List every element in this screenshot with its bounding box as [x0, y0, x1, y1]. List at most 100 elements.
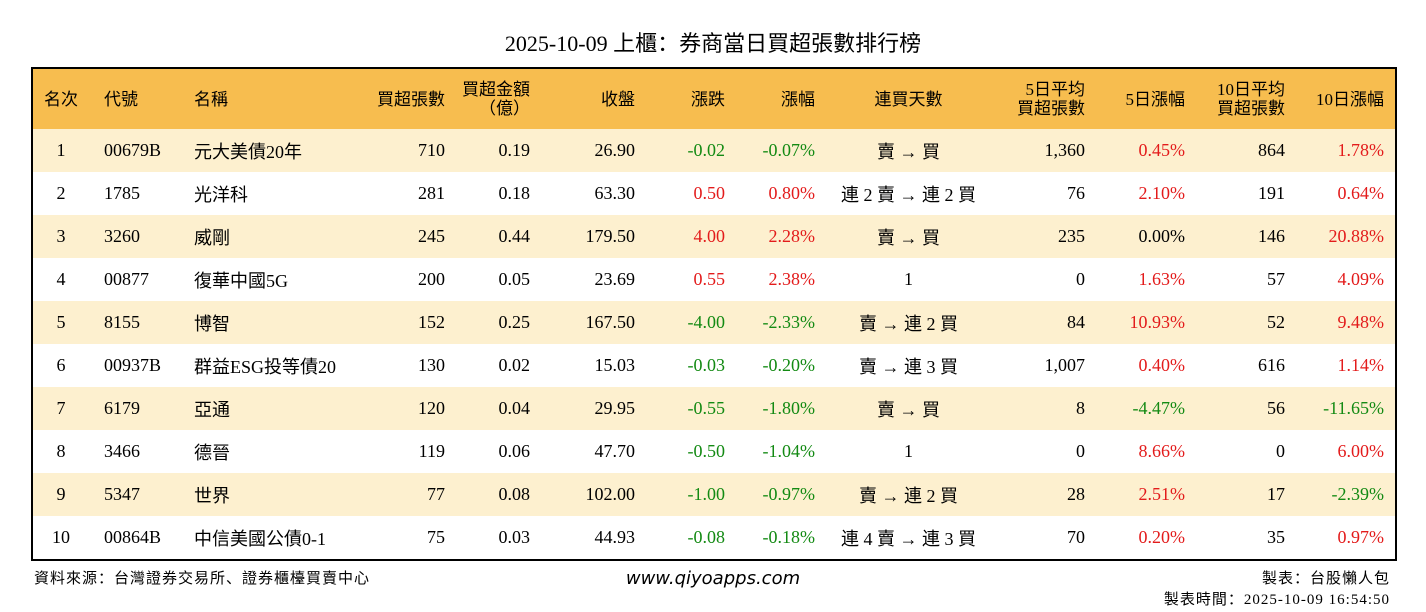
table-cell: 9 — [32, 473, 89, 516]
table-cell: 9.48% — [1296, 301, 1396, 344]
table-cell: 26.90 — [541, 129, 646, 172]
table-cell: 賣 → 買 — [826, 215, 991, 258]
table-cell: 17 — [1196, 473, 1296, 516]
table-cell: 29.95 — [541, 387, 646, 430]
table-cell: 5347 — [89, 473, 179, 516]
table-cell: 1.78% — [1296, 129, 1396, 172]
source-note: 資料來源：台灣證券交易所、證券櫃檯買賣中心 — [34, 571, 371, 587]
table-cell: 中信美國公債0-1 — [194, 528, 326, 549]
table-row: 5 8155 博智 152 0.25 167.50 -4.00 -2.33% 賣 → 連 2 買… — [32, 301, 1396, 344]
table-row: 2 1785 光洋科 281 0.18 63.30 0.50 0.80% 連 2 賣 → 連 2… — [32, 172, 1396, 215]
table-cell: 23.69 — [594, 269, 636, 289]
table-cell: 00864B — [104, 527, 162, 547]
table-cell: 群益ESG投等債20 — [194, 356, 337, 377]
table-cell: 4.09% — [1337, 269, 1385, 289]
table-cell: 10 — [52, 527, 70, 547]
header-cell: 收盤 — [541, 68, 646, 129]
table-cell: -1.80% — [736, 387, 826, 430]
table-cell: 119 — [418, 441, 445, 461]
table-cell: 0 — [1076, 441, 1085, 461]
table-cell: 8.66% — [1138, 441, 1186, 461]
table-row: 1 00679B 元大美債20年 710 0.19 26.90 -0.02 -0.07% 賣 →… — [32, 129, 1396, 172]
table-cell: 世界 — [179, 473, 351, 516]
header-cell: 10日漲幅 — [1296, 68, 1396, 129]
table-cell: 3466 — [104, 441, 140, 461]
header-cell: 名稱 — [179, 68, 351, 129]
table-cell: 1 — [904, 269, 913, 289]
table-cell: 146 — [1196, 215, 1296, 258]
table-cell: 3 — [32, 215, 89, 258]
table-cell: 120 — [351, 387, 456, 430]
table-cell: 52 — [1196, 301, 1296, 344]
table-cell: 167.50 — [541, 301, 646, 344]
table-cell: 0.06 — [498, 441, 531, 461]
title: 2025-10-09 上櫃：券商當日買超張數排行榜 — [504, 31, 922, 56]
table-cell: 35 — [1267, 527, 1285, 547]
table-cell: 賣 → 買 — [826, 387, 991, 430]
table-cell: 20.88% — [1296, 215, 1396, 258]
table-cell: 0.20% — [1138, 527, 1186, 547]
table-cell: 00877 — [104, 269, 149, 289]
table-cell: 245 — [351, 215, 456, 258]
maker-note: 製表：台股懶人包 — [1261, 571, 1390, 587]
table-cell: 235 — [991, 215, 1096, 258]
table-cell: 0.08 — [456, 473, 541, 516]
table-cell: 賣 → 連 2 買 — [826, 301, 991, 344]
table-cell: 2.10% — [1138, 183, 1186, 203]
table-body: 1 00679B 元大美債20年 710 0.19 26.90 -0.02 -0.07% 賣 →… — [32, 129, 1396, 560]
header-cell: 5日漲幅 — [1096, 68, 1196, 129]
table-cell: 4 — [56, 269, 66, 289]
table-cell: 亞通 — [179, 387, 351, 430]
table-cell: 75 — [427, 527, 445, 547]
table-cell: 710 — [351, 129, 456, 172]
header-cell: 連買天數 — [826, 68, 991, 129]
table-cell: -1.00 — [646, 473, 736, 516]
table-cell: 2.51% — [1096, 473, 1196, 516]
table-cell: 00679B — [89, 129, 179, 172]
table-row: 8 3466 德晉 119 0.06 47.70 -0.50 -1.04% 1 0 8.66% 0 6.… — [32, 430, 1396, 473]
table-cell: 2.38% — [768, 269, 816, 289]
table-cell: 0.64% — [1337, 183, 1385, 203]
table-cell: -0.03 — [687, 355, 726, 375]
header-cell: 代號 — [89, 68, 179, 129]
table-cell: -0.20% — [762, 355, 816, 375]
header-cell: 漲幅 — [736, 68, 826, 129]
table-cell: 0.03 — [498, 527, 531, 547]
table-cell: -0.08 — [687, 527, 726, 547]
table-cell: 連 2 賣 → 連 2 買 — [841, 184, 976, 205]
table-cell: 賣 → 連 3 買 — [859, 356, 958, 377]
table-cell: 76 — [1067, 183, 1085, 203]
table-cell: -2.33% — [736, 301, 826, 344]
table-cell: -0.97% — [736, 473, 826, 516]
table-row: 4 00877 復華中國5G 200 0.05 23.69 0.55 2.38% 1 0 1.63%… — [32, 258, 1396, 301]
table-row: 6 00937B 群益ESG投等債20 130 0.02 15.03 -0.03 -0.20%… — [32, 344, 1396, 387]
table-cell: 0 — [1276, 441, 1285, 461]
table-cell: 47.70 — [594, 441, 636, 461]
table-cell: 191 — [1258, 183, 1285, 203]
table-cell: 光洋科 — [194, 184, 248, 205]
table-cell: 0.45% — [1096, 129, 1196, 172]
table-cell: 152 — [351, 301, 456, 344]
table-cell: 616 — [1258, 355, 1285, 375]
header-cell: 漲跌 — [646, 68, 736, 129]
table-cell: 8 — [56, 441, 66, 461]
table-row: 10 00864B 中信美國公債0-1 75 0.03 44.93 -0.08 -0.18% 連… — [32, 516, 1396, 560]
table-cell: 威剛 — [179, 215, 351, 258]
table-cell: -0.55 — [646, 387, 736, 430]
table-cell: 15.03 — [594, 355, 636, 375]
table-cell: 0.00% — [1096, 215, 1196, 258]
table-cell: 0.97% — [1337, 527, 1385, 547]
table-cell: 56 — [1196, 387, 1296, 430]
header-cell: 名次 — [32, 68, 89, 129]
table-cell: 0.05 — [498, 269, 531, 289]
table-cell: 63.30 — [594, 183, 636, 203]
table-cell: 84 — [991, 301, 1096, 344]
header-cell: 10日平均 買超張數 — [1196, 68, 1296, 129]
table-cell: 1,007 — [1044, 355, 1086, 375]
table-cell: 連 4 賣 → 連 3 買 — [841, 528, 976, 549]
table-cell: 1785 — [104, 183, 140, 203]
table-cell: 7 — [32, 387, 89, 430]
time-note: 製表時間：2025-10-09 16:54:50 — [1163, 592, 1390, 608]
table-cell: -0.07% — [736, 129, 826, 172]
